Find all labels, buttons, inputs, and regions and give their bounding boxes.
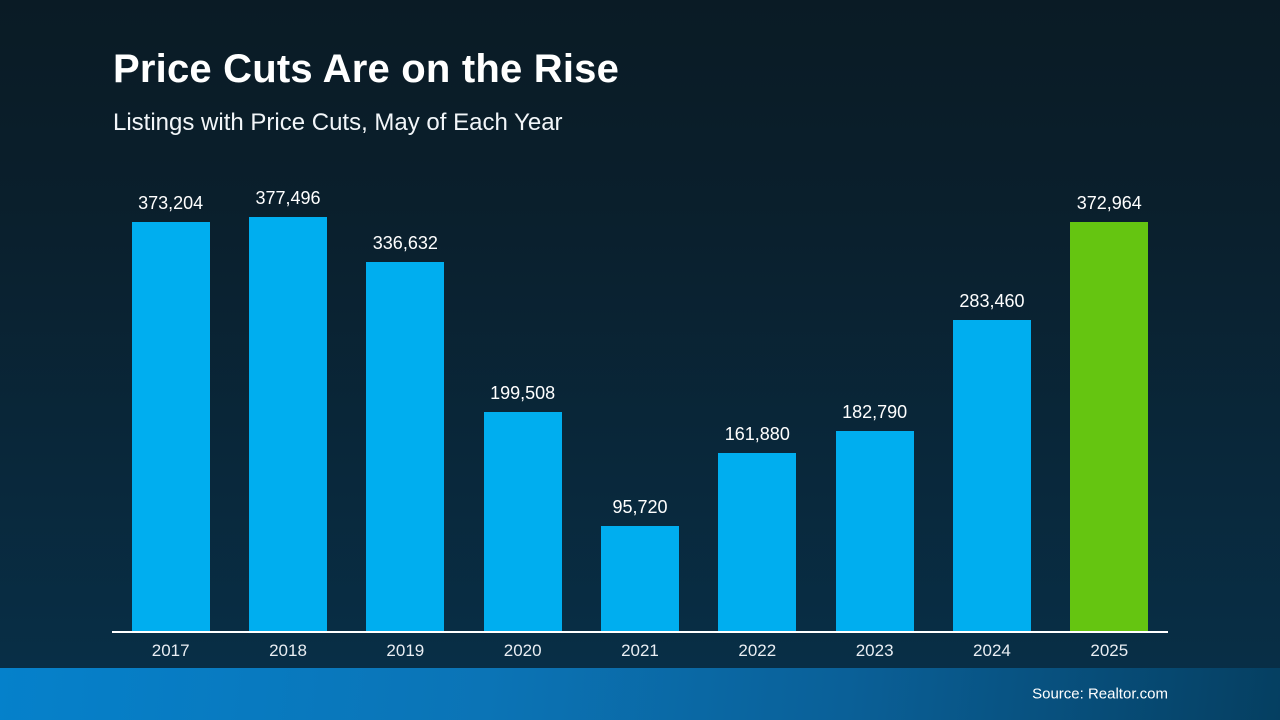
- bar-2018: [248, 217, 327, 631]
- bar-2019: [366, 262, 445, 631]
- chart-column-2017: 373,204: [112, 193, 229, 631]
- chart-column-2020: 199,508: [464, 383, 581, 631]
- bar-2024: [952, 320, 1031, 631]
- x-axis-tick-label: 2017: [151, 641, 190, 660]
- x-axis-tick-label: 2021: [621, 641, 659, 660]
- chart-column-2021: 95,720: [581, 497, 698, 631]
- x-axis-tick-label: 2022: [738, 641, 777, 660]
- x-axis-line: [112, 631, 1168, 633]
- chart-header: Price Cuts Are on the Rise Listings with…: [113, 46, 619, 137]
- chart-column-2019: 336,632: [347, 233, 464, 631]
- bar-value-label: 199,508: [490, 383, 556, 403]
- x-axis-tick-label: 2018: [269, 641, 307, 660]
- bar-2023: [835, 431, 914, 631]
- page-subtitle: Listings with Price Cuts, May of Each Ye…: [113, 109, 563, 136]
- chart-column-2024: 283,460: [933, 291, 1050, 631]
- bar-value-label: 161,880: [724, 424, 790, 444]
- x-axis-tick-label: 2025: [1090, 641, 1129, 660]
- chart-plot-area: 373,204 377,496 336,632 199,508 95,720 161,88…: [112, 188, 1168, 631]
- x-axis-labels: 2017 2018 2019 2020 2021 2022 2023 2024 2025: [112, 641, 1168, 661]
- bar-value-label: 372,964: [1076, 193, 1142, 213]
- page-title: Price Cuts Are on the Rise: [113, 47, 620, 91]
- bar-2020: [483, 412, 562, 631]
- chart-column-2018: 377,496: [229, 188, 346, 631]
- bar-2017: [131, 222, 210, 631]
- bar-value-label: 182,790: [842, 402, 908, 422]
- bar-value-label: 95,720: [612, 497, 668, 517]
- chart-column-2023: 182,790: [816, 402, 933, 631]
- x-axis-tick-label: 2019: [386, 641, 425, 660]
- source-attribution: Source: Realtor.com: [1032, 685, 1168, 703]
- x-axis-tick-label: 2024: [973, 641, 1011, 660]
- bar-chart: 373,204 377,496 336,632 199,508 95,720 161,88…: [112, 188, 1168, 633]
- x-axis-tick-label: 2020: [503, 641, 542, 660]
- bar-value-label: 373,204: [138, 193, 204, 213]
- chart-column-2022: 161,880: [699, 424, 816, 631]
- chart-column-2025: 372,964: [1051, 193, 1168, 631]
- bar-value-label: 283,460: [959, 291, 1025, 311]
- bar-2021: [600, 526, 679, 631]
- bar-2022: [718, 453, 797, 631]
- footer-bar: Source: Realtor.com: [0, 668, 1280, 720]
- x-axis-tick-label: 2023: [855, 641, 894, 660]
- bar-2025: [1070, 222, 1149, 631]
- bar-value-label: 336,632: [372, 233, 438, 253]
- bar-value-label: 377,496: [255, 188, 321, 208]
